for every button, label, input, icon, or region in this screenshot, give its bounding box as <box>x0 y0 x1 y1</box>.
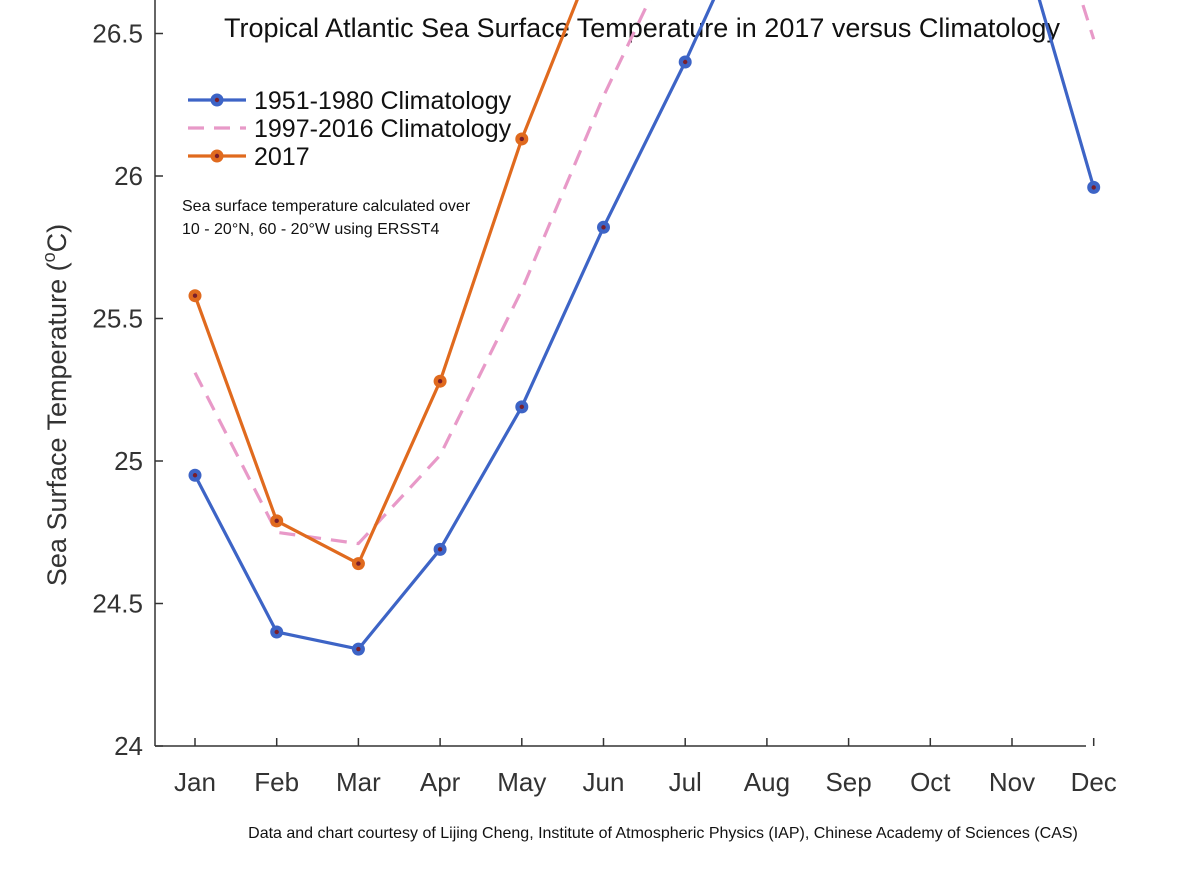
y-axis-label-degree: o <box>39 252 59 262</box>
data-point-center <box>437 379 443 384</box>
series-line <box>193 0 579 566</box>
y-tick-label: 25 <box>114 446 143 476</box>
annotation-line-1: Sea surface temperature calculated over <box>182 198 471 215</box>
x-tick-label: Apr <box>420 767 461 797</box>
x-tick-label: Jan <box>174 767 216 797</box>
legend-item: 2017 <box>188 143 310 171</box>
x-tick-label: Dec <box>1071 767 1117 797</box>
series-2 <box>188 0 579 571</box>
legend-marker-center <box>214 97 220 103</box>
y-tick-label: 24.5 <box>92 589 143 619</box>
x-tick-label: Sep <box>825 767 871 797</box>
data-point-center <box>519 136 524 142</box>
y-tick-label: 26 <box>114 161 143 191</box>
series-0 <box>188 0 1101 656</box>
axes: 2424.52525.52626.52727.52828.5JanFebMarA… <box>92 0 1117 797</box>
y-tick-label: 26.5 <box>92 19 143 49</box>
legend-item: 1951-1980 Climatology <box>188 87 512 115</box>
y-axis-label-main: Sea Surface Temperature ( <box>42 262 72 586</box>
data-point-center <box>192 473 198 478</box>
data-point-center <box>683 59 688 65</box>
y-axis-label-unit: C) <box>42 224 72 253</box>
y-tick-label: 25.5 <box>92 304 143 334</box>
data-point-center <box>274 518 279 524</box>
legend-item: 1997-2016 Climatology <box>188 115 512 143</box>
x-tick-label: Jul <box>669 767 702 797</box>
legend-marker-center <box>214 153 220 159</box>
x-tick-label: Mar <box>336 767 381 797</box>
legend-label: 2017 <box>254 143 310 171</box>
data-point-center <box>519 404 524 410</box>
annotation-line-2: 10 - 20°N, 60 - 20°W using ERSST4 <box>182 221 439 238</box>
x-tick-label: Oct <box>910 767 951 797</box>
data-point-center <box>601 225 606 230</box>
data-point-center <box>274 629 279 635</box>
x-tick-label: Nov <box>989 767 1035 797</box>
data-point-center <box>1091 185 1096 190</box>
x-tick-label: May <box>497 767 546 797</box>
series-line <box>193 0 1096 651</box>
x-tick-label: Jun <box>583 767 625 797</box>
legend-label: 1997-2016 Climatology <box>254 115 512 143</box>
data-point-center <box>437 547 443 552</box>
data-point-center <box>356 646 361 652</box>
x-tick-label: Feb <box>254 767 299 797</box>
credit-text: Data and chart courtesy of Lijing Cheng,… <box>248 825 1078 842</box>
series-line <box>193 0 1096 546</box>
y-axis-label: Sea Surface Temperature (oC) <box>39 224 72 586</box>
series-1 <box>193 0 1096 546</box>
y-tick-label: 24 <box>114 731 143 761</box>
x-tick-label: Aug <box>744 767 790 797</box>
data-point-center <box>192 293 198 298</box>
data-point-center <box>356 561 361 566</box>
series-layer <box>188 0 1101 656</box>
legend-label: 1951-1980 Climatology <box>254 87 512 115</box>
